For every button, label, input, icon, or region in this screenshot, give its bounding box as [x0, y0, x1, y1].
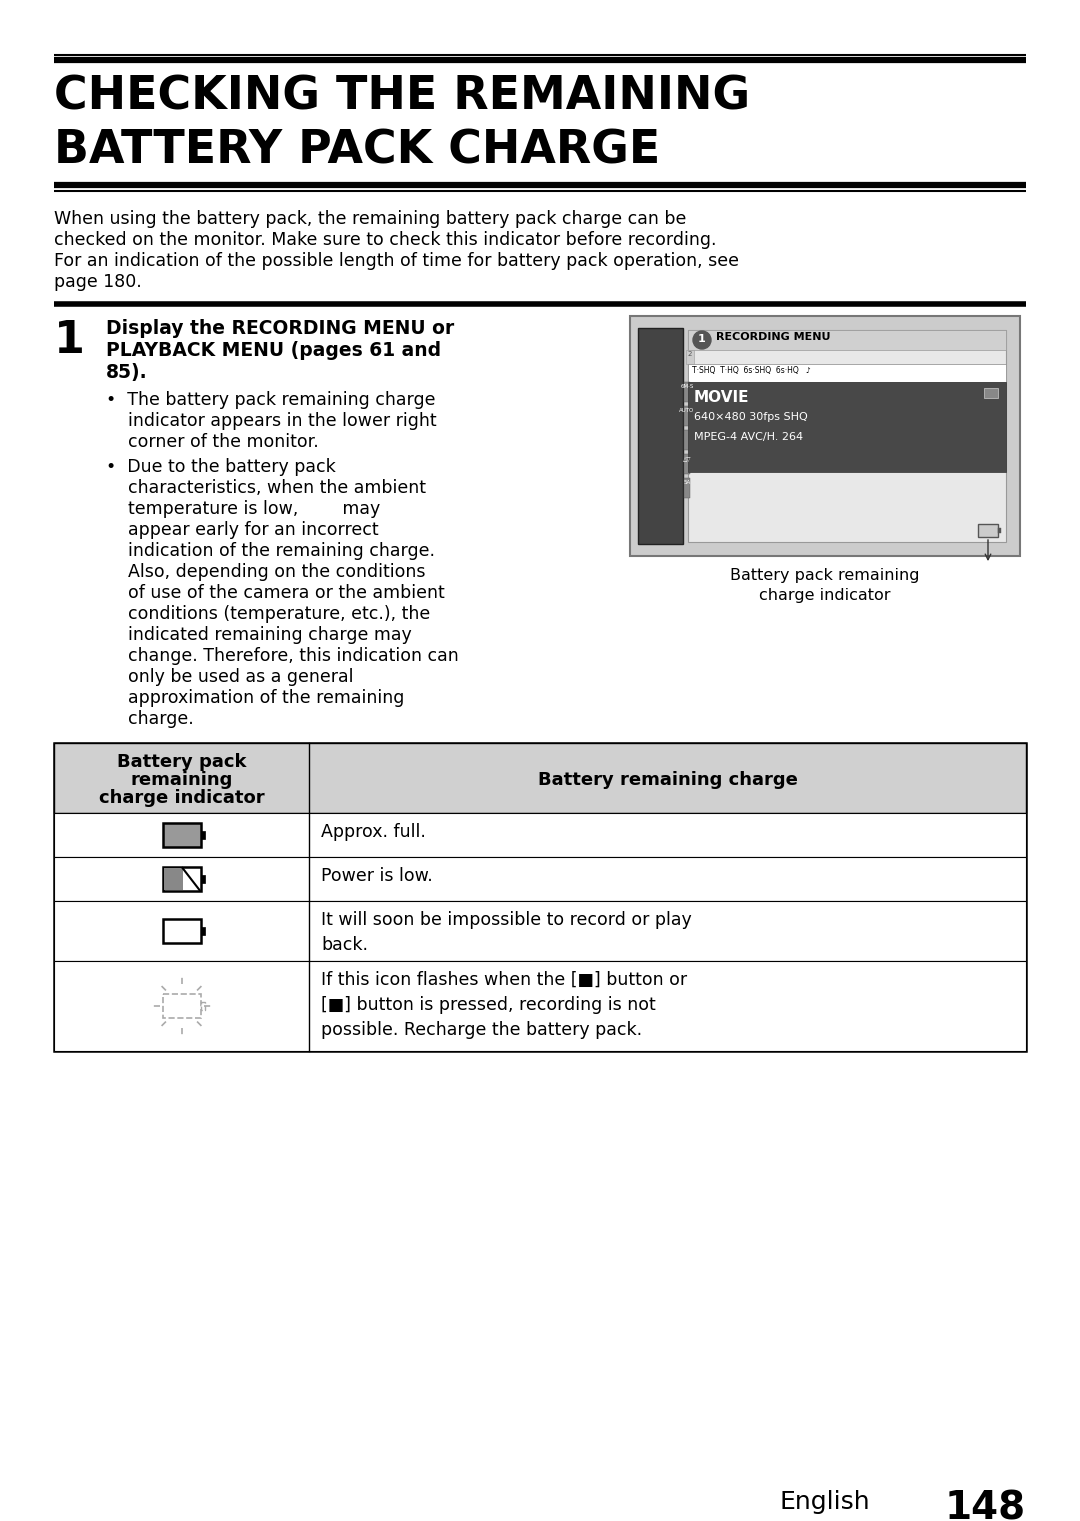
Text: Battery pack remaining: Battery pack remaining [730, 567, 920, 583]
Bar [998, 528, 1001, 532]
Text: CHECKING THE REMAINING: CHECKING THE REMAINING [54, 75, 751, 120]
Bar [684, 478, 690, 497]
Bar [686, 350, 694, 364]
Text: indication of the remaining charge.: indication of the remaining charge. [106, 541, 435, 560]
Text: page 180.: page 180. [54, 272, 141, 291]
Bar [162, 823, 201, 847]
Bar [162, 867, 201, 891]
Text: AUTO: AUTO [679, 408, 694, 414]
Bar [162, 919, 201, 943]
Text: checked on the monitor. Make sure to check this indicator before recording.: checked on the monitor. Make sure to che… [54, 231, 716, 249]
Bar [54, 856, 1026, 900]
Text: corner of the monitor.: corner of the monitor. [106, 433, 319, 452]
Bar [684, 382, 690, 402]
Text: For an indication of the possible length of time for battery pack operation, see: For an indication of the possible length… [54, 252, 739, 271]
Text: 6M·S: 6M·S [680, 383, 693, 389]
Circle shape [693, 332, 711, 348]
Text: •  The battery pack remaining charge: • The battery pack remaining charge [106, 391, 435, 409]
Text: Approx. full.: Approx. full. [321, 823, 426, 841]
Text: If this icon flashes when the [■] button or
[■] button is pressed, recording is : If this icon flashes when the [■] button… [321, 970, 687, 1039]
Text: charge indicator: charge indicator [98, 789, 265, 808]
Bar [54, 814, 1026, 856]
Text: remaining: remaining [131, 771, 232, 789]
Text: charge indicator: charge indicator [759, 589, 891, 602]
Text: Battery remaining charge: Battery remaining charge [538, 771, 797, 789]
Text: Also, depending on the conditions: Also, depending on the conditions [106, 563, 426, 581]
Text: of use of the camera or the ambient: of use of the camera or the ambient [106, 584, 445, 602]
Text: charge.: charge. [106, 710, 193, 729]
Bar [162, 995, 201, 1018]
Bar [54, 900, 1026, 961]
Text: BATTERY PACK CHARGE: BATTERY PACK CHARGE [54, 128, 660, 173]
Text: 1: 1 [54, 319, 85, 362]
Bar [688, 330, 1005, 541]
Bar [684, 453, 690, 475]
Text: △▽: △▽ [683, 456, 691, 461]
Bar [201, 926, 204, 935]
Bar [54, 961, 1026, 1051]
Text: Battery pack: Battery pack [117, 753, 246, 771]
Text: English: English [780, 1491, 870, 1513]
Text: characteristics, when the ambient: characteristics, when the ambient [106, 479, 426, 497]
Text: Power is low.: Power is low. [321, 867, 433, 885]
Text: MOVIE: MOVIE [694, 389, 750, 405]
Text: indicated remaining charge may: indicated remaining charge may [106, 627, 411, 643]
Bar [688, 330, 1005, 350]
Bar [54, 742, 1026, 814]
Bar [978, 525, 998, 537]
Bar [630, 316, 1020, 557]
Bar [54, 742, 1026, 1051]
Bar [688, 364, 1005, 382]
Text: 148: 148 [945, 1491, 1026, 1521]
Text: T·SHQ  T·HQ  6s·SHQ  6s·HQ   ♪: T·SHQ T·HQ 6s·SHQ 6s·HQ ♪ [692, 367, 811, 376]
Text: change. Therefore, this indication can: change. Therefore, this indication can [106, 646, 459, 665]
Text: temperature is low,        may: temperature is low, may [106, 500, 380, 519]
Text: RECORDING MENU: RECORDING MENU [716, 332, 831, 342]
Bar [201, 1002, 204, 1010]
Bar [984, 388, 998, 399]
Text: 1: 1 [698, 335, 706, 344]
Text: PLAYBACK MENU (pages 61 and: PLAYBACK MENU (pages 61 and [106, 341, 441, 360]
Text: conditions (temperature, etc.), the: conditions (temperature, etc.), the [106, 605, 430, 624]
Bar [201, 830, 204, 840]
Bar [684, 430, 690, 450]
Bar [684, 406, 690, 426]
Text: only be used as a general: only be used as a general [106, 668, 353, 686]
Text: It will soon be impossible to record or play
back.: It will soon be impossible to record or … [321, 911, 692, 954]
Bar [638, 329, 683, 545]
Bar [163, 868, 183, 890]
Text: appear early for an incorrect: appear early for an incorrect [106, 522, 379, 538]
Text: •  Due to the battery pack: • Due to the battery pack [106, 458, 336, 476]
Text: Display the RECORDING MENU or: Display the RECORDING MENU or [106, 319, 455, 338]
Text: approximation of the remaining: approximation of the remaining [106, 689, 404, 707]
Text: 5A: 5A [684, 481, 690, 485]
Text: indicator appears in the lower right: indicator appears in the lower right [106, 412, 436, 430]
Text: 2: 2 [688, 351, 692, 357]
Bar [201, 875, 204, 884]
Text: 85).: 85). [106, 364, 148, 382]
Text: 640×480 30fps SHQ: 640×480 30fps SHQ [694, 412, 808, 421]
Text: When using the battery pack, the remaining battery pack charge can be: When using the battery pack, the remaini… [54, 210, 687, 228]
Text: MPEG-4 AVC/H. 264: MPEG-4 AVC/H. 264 [694, 432, 804, 443]
Bar [688, 382, 1005, 472]
